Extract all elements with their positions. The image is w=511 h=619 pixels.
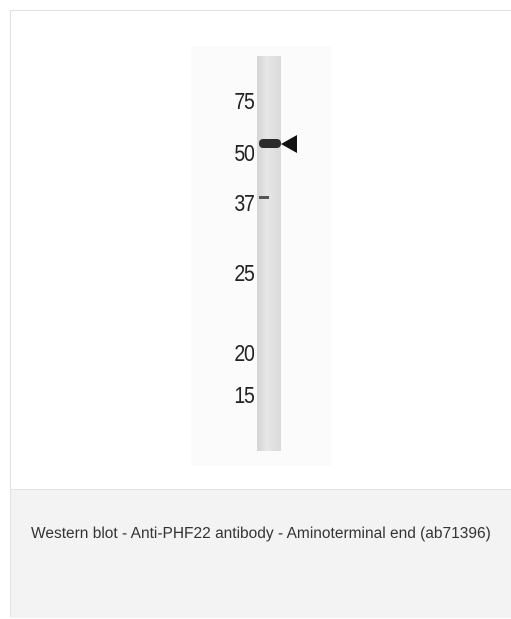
- figure-image: 75 50 37 25 20 15: [11, 11, 511, 490]
- figure-card: 75 50 37 25 20 15 Western blot - Anti-PH…: [10, 10, 511, 617]
- marker-label: 20: [235, 341, 254, 365]
- figure-caption: Western blot - Anti-PHF22 antibody - Ami…: [11, 490, 511, 618]
- band-arrow: [281, 135, 297, 153]
- marker-label: 37: [235, 191, 254, 215]
- marker-label: 25: [235, 261, 254, 285]
- marker-dash: [259, 196, 269, 199]
- marker-label: 75: [235, 89, 254, 113]
- marker-label: 15: [235, 383, 254, 407]
- marker-label: 50: [235, 141, 254, 165]
- blot-lane: [257, 56, 281, 451]
- blot-band: [259, 139, 281, 148]
- page: 75 50 37 25 20 15 Western blot - Anti-PH…: [0, 0, 511, 619]
